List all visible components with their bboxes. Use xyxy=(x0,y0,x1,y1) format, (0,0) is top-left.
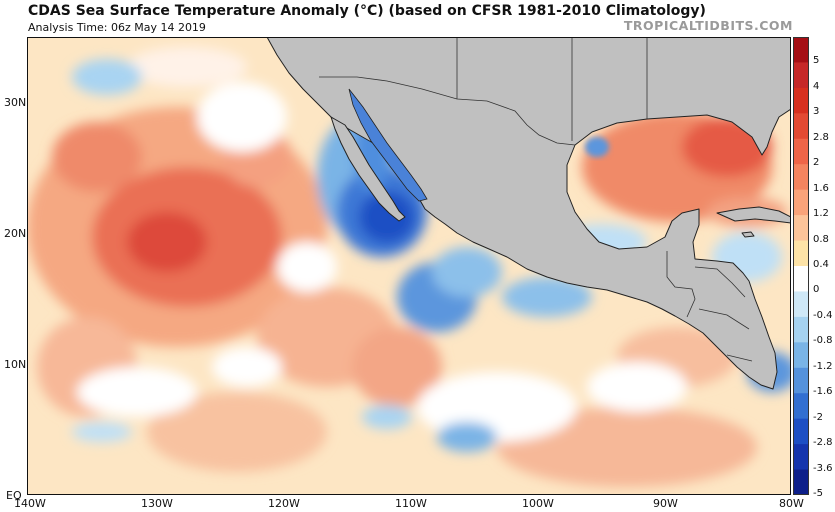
colorbar-segment xyxy=(793,444,809,471)
lon-label-120w: 120W xyxy=(268,497,300,510)
colorbar-label: 2.8 xyxy=(813,131,829,143)
colorbar-label: -1.6 xyxy=(813,386,833,398)
colorbar-label: 0.8 xyxy=(813,233,829,245)
colorbar-label: -0.8 xyxy=(813,335,833,347)
jamaica xyxy=(741,231,755,238)
colorbar-segment xyxy=(793,291,809,318)
sst-anomaly-map xyxy=(27,37,791,495)
colorbar-segment xyxy=(793,393,809,420)
lon-label-80w: 80W xyxy=(779,497,804,510)
colorbar-frame xyxy=(793,37,809,495)
map-title: CDAS Sea Surface Temperature Anomaly (°C… xyxy=(28,3,706,19)
colorbar-label: 0 xyxy=(813,284,820,296)
colorbar-label: 3 xyxy=(813,106,820,118)
colorbar-label: 2 xyxy=(813,157,820,169)
anomaly-field xyxy=(27,47,791,487)
colorbar-segment xyxy=(793,367,809,394)
colorbar-label: 0.4 xyxy=(813,259,829,270)
lon-label-130w: 130W xyxy=(141,497,173,510)
lat-label-eq: EQ xyxy=(6,489,22,502)
lon-label-90w: 90W xyxy=(653,497,678,510)
political-boundaries xyxy=(319,37,753,362)
colorbar-label: 1.2 xyxy=(813,208,829,220)
colorbar-segment xyxy=(793,138,809,165)
lon-label-110w: 110W xyxy=(395,497,427,510)
colorbar-label: 5 xyxy=(813,55,820,67)
colorbar-segment xyxy=(793,240,809,267)
colorbar-segment xyxy=(793,316,809,343)
gulf-of-california xyxy=(348,88,428,202)
colorbar-segment xyxy=(793,342,809,369)
baja-california xyxy=(330,116,406,222)
lat-label-20n: 20N xyxy=(4,227,27,240)
analysis-time: Analysis Time: 06z May 14 2019 xyxy=(28,21,206,34)
colorbar-segment xyxy=(793,266,809,292)
colorbar xyxy=(793,37,809,495)
colorbar-label: 4 xyxy=(813,80,820,92)
cuba xyxy=(716,206,791,224)
lon-label-140w: 140W xyxy=(14,497,46,510)
colorbar-label: -1.2 xyxy=(813,360,833,372)
colorbar-label: -5 xyxy=(813,488,823,499)
colorbar-segment xyxy=(793,418,809,445)
lat-label-10n: 10N xyxy=(4,358,27,371)
brand-watermark: TROPICALTIDBITS.COM xyxy=(623,18,793,33)
colorbar-segment xyxy=(793,37,809,63)
colorbar-segment xyxy=(793,113,809,140)
colorbar-segment xyxy=(793,87,809,114)
colorbar-label: -2.8 xyxy=(813,437,833,449)
colorbar-segment xyxy=(793,164,809,191)
colorbar-label: -2 xyxy=(813,411,823,423)
colorbar-segment xyxy=(793,215,809,242)
lat-label-30n: 30N xyxy=(4,96,27,109)
colorbar-segment xyxy=(793,189,809,216)
colorbar-label: -0.4 xyxy=(813,309,833,321)
colorbar-segment xyxy=(793,469,809,495)
colorbar-label: -3.6 xyxy=(813,462,833,474)
colorbar-segment xyxy=(793,62,809,89)
colorbar-label: 1.6 xyxy=(813,182,829,194)
lon-label-100w: 100W xyxy=(522,497,554,510)
